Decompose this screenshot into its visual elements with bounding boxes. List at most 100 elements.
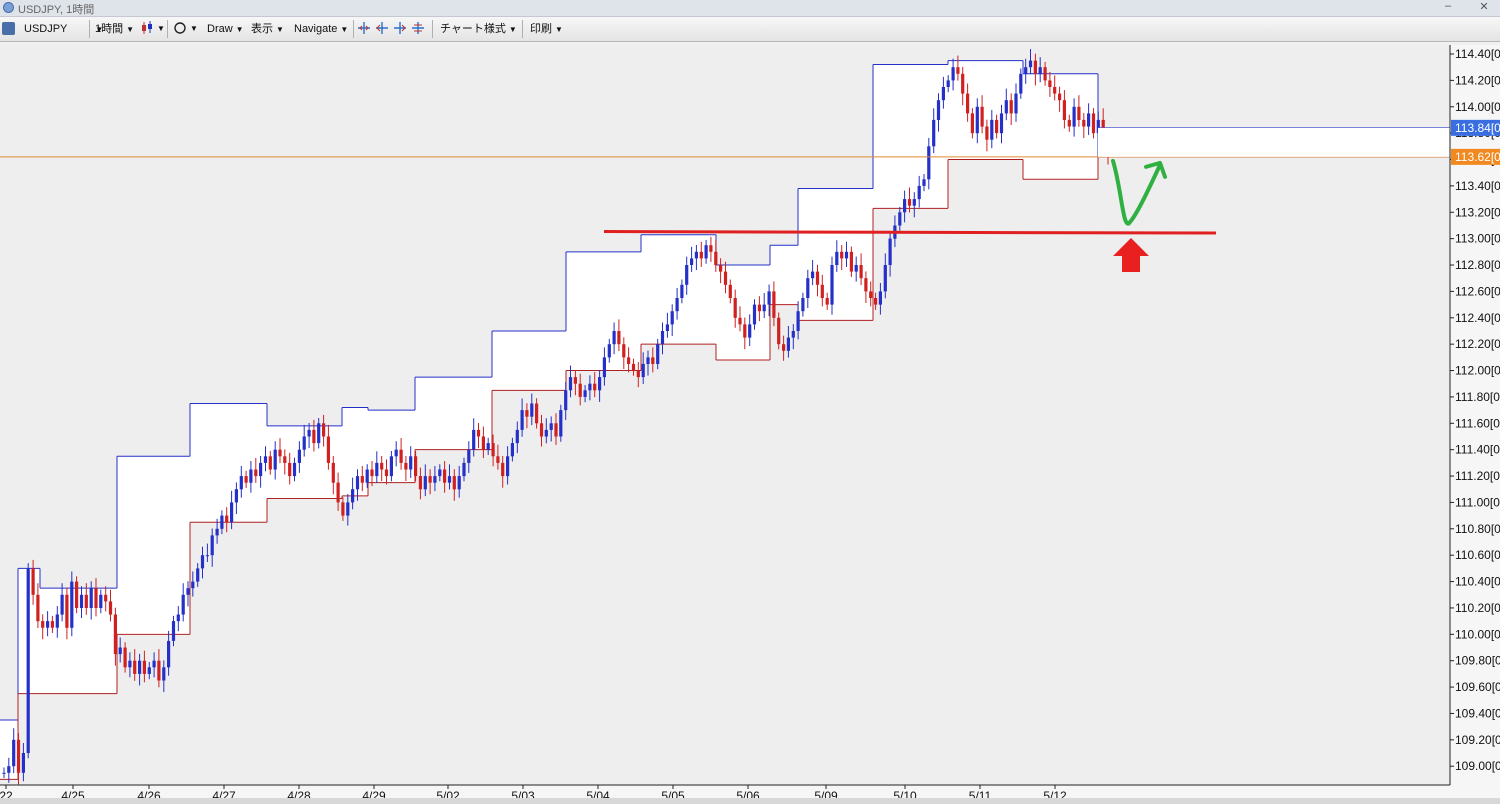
candle-body: [917, 185, 921, 200]
print-menu[interactable]: 印刷 ▼: [530, 23, 563, 35]
price-label-text: 113.62[0: [1455, 150, 1500, 164]
crosshair-split-icon[interactable]: [411, 20, 425, 38]
navigate-label: Navigate: [294, 23, 338, 35]
candle-body: [41, 621, 45, 628]
candle-body: [888, 238, 892, 265]
candle-body: [249, 469, 253, 483]
candle-body: [922, 179, 926, 186]
candle-body: [675, 298, 679, 312]
candle-body: [656, 344, 660, 364]
candle-body: [181, 594, 185, 615]
chart-style-label: チャート様式: [440, 23, 506, 35]
candle-body: [302, 436, 306, 450]
crosshair-right-icon[interactable]: [393, 20, 407, 38]
candle-body: [1053, 87, 1057, 94]
candle-body: [980, 106, 984, 127]
candle-body: [844, 251, 849, 259]
candle-body: [452, 476, 456, 490]
candle-body: [578, 383, 582, 397]
candle-body: [961, 73, 965, 94]
candle-body: [1024, 67, 1028, 74]
candle-body: [515, 429, 519, 444]
candle-body: [215, 528, 219, 536]
candle-body: [699, 251, 703, 259]
candle-body: [1096, 119, 1100, 134]
candle-body: [375, 462, 379, 477]
candle-body: [389, 456, 393, 477]
candle-body: [772, 291, 776, 318]
candle-body: [898, 212, 902, 226]
price-tick-label: 109.20[0: [1455, 733, 1500, 747]
candle-body: [506, 456, 510, 477]
range-fill: [415, 377, 492, 450]
candle-body: [370, 469, 374, 477]
candle-body: [414, 456, 418, 477]
circle-tool-icon[interactable]: ▼: [173, 20, 198, 38]
timeframe-dropdown[interactable]: 1時間 ▼: [95, 23, 135, 35]
candle-body: [147, 667, 151, 674]
candle-body: [564, 390, 568, 411]
candle-body: [1087, 113, 1091, 127]
candle-body: [796, 311, 800, 331]
candle-body: [782, 344, 786, 351]
candle-body: [825, 298, 829, 305]
price-tick-label: 110.00[0: [1455, 627, 1500, 641]
symbol-dropdown[interactable]: USDJPY ▼: [24, 23, 104, 35]
candle-body: [743, 324, 747, 338]
candle-body: [1077, 106, 1081, 120]
candle-body: [89, 588, 93, 608]
range-fill: [1023, 73, 1098, 180]
price-chart[interactable]: 114.40[0114.20[0114.00[0113.80[0113.60[0…: [0, 42, 1500, 804]
candle-body: [104, 594, 108, 602]
candle-body: [443, 469, 447, 483]
range-fill: [190, 403, 267, 523]
navigate-menu[interactable]: Navigate ▼: [294, 23, 349, 35]
candle-body: [380, 462, 384, 470]
candle-body: [278, 449, 282, 457]
chart-style-menu[interactable]: チャート様式 ▼: [440, 23, 517, 35]
candle-body: [791, 331, 795, 338]
candle-body: [878, 291, 882, 305]
candle-body: [530, 403, 534, 417]
price-label-badge: [1451, 119, 1500, 136]
candle-body: [951, 67, 955, 81]
candle-body: [598, 377, 602, 391]
draw-menu[interactable]: Draw ▼: [207, 23, 244, 35]
candle-body: [21, 753, 25, 773]
candle-body: [883, 265, 887, 292]
price-tick-label: 111.60[0: [1455, 416, 1500, 430]
candle-body: [738, 317, 742, 325]
crosshair-icon[interactable]: [357, 20, 371, 38]
candle-body: [46, 621, 50, 628]
price-tick-label: 114.00[0: [1455, 100, 1500, 114]
range-fill: [492, 330, 566, 391]
candle-body: [50, 621, 54, 628]
candle-body: [491, 443, 495, 457]
candlestick-icon[interactable]: ▼: [140, 20, 165, 38]
display-menu[interactable]: 表示 ▼: [251, 23, 284, 35]
candle-body: [433, 476, 437, 483]
candle-body: [554, 423, 558, 437]
candle-body: [210, 535, 214, 556]
candle-body: [651, 357, 655, 364]
candle-body: [55, 614, 59, 628]
minimize-button[interactable]: –: [1444, 0, 1452, 12]
candle-body: [912, 199, 916, 206]
candle-body: [176, 614, 180, 622]
candle-body: [1072, 106, 1076, 127]
candle-body: [65, 594, 69, 628]
candle-body: [200, 555, 205, 569]
candle-body: [108, 601, 113, 615]
candle-body: [2, 772, 6, 774]
candle-body: [457, 476, 461, 490]
candles: [2, 49, 1110, 785]
candle-body: [835, 251, 839, 265]
price-tick-label: 112.80[0: [1455, 258, 1500, 272]
close-button[interactable]: ✕: [1479, 1, 1489, 13]
price-tick-label: 112.20[0: [1455, 337, 1500, 351]
crosshair-left-icon[interactable]: [375, 20, 389, 38]
candle-body: [467, 449, 471, 463]
candle-body: [167, 640, 171, 668]
price-label-text: 113.84[0: [1455, 121, 1500, 135]
candle-body: [394, 449, 398, 457]
